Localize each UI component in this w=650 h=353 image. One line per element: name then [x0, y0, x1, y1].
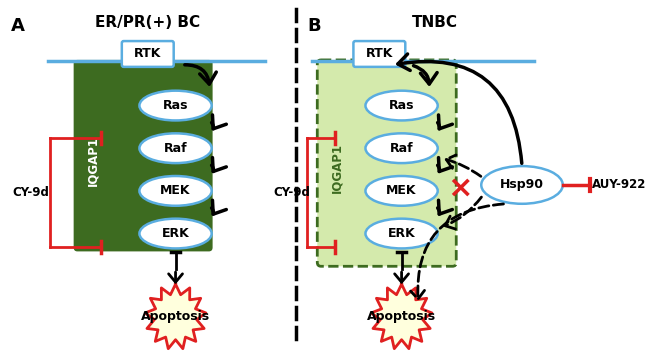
Ellipse shape: [139, 133, 212, 163]
Text: Raf: Raf: [164, 142, 187, 155]
Text: ×: ×: [447, 173, 473, 202]
Text: B: B: [307, 17, 320, 35]
FancyBboxPatch shape: [354, 41, 406, 67]
Ellipse shape: [365, 219, 437, 249]
Text: MEK: MEK: [386, 184, 417, 197]
Text: Apoptosis: Apoptosis: [141, 310, 210, 323]
Text: MEK: MEK: [161, 184, 191, 197]
Text: A: A: [10, 17, 25, 35]
FancyBboxPatch shape: [122, 41, 174, 67]
Text: IQGAP1: IQGAP1: [330, 143, 343, 193]
Text: TNBC: TNBC: [412, 15, 458, 30]
Text: ERK: ERK: [162, 227, 189, 240]
Text: CY-9d: CY-9d: [274, 186, 311, 199]
Polygon shape: [371, 284, 432, 349]
Ellipse shape: [139, 91, 212, 120]
FancyBboxPatch shape: [73, 60, 213, 251]
Text: Raf: Raf: [390, 142, 413, 155]
Ellipse shape: [365, 91, 437, 120]
FancyBboxPatch shape: [317, 60, 456, 266]
Text: IQGAP1: IQGAP1: [86, 136, 99, 186]
Text: ERK: ERK: [387, 227, 415, 240]
Ellipse shape: [139, 176, 212, 206]
Ellipse shape: [139, 219, 212, 249]
Text: Apoptosis: Apoptosis: [367, 310, 436, 323]
Ellipse shape: [365, 176, 437, 206]
Text: CY-9d: CY-9d: [12, 186, 49, 199]
Text: Ras: Ras: [162, 99, 188, 112]
Text: Ras: Ras: [389, 99, 414, 112]
Ellipse shape: [365, 133, 437, 163]
Text: RTK: RTK: [134, 47, 161, 60]
Polygon shape: [145, 284, 206, 349]
Ellipse shape: [481, 166, 563, 204]
Text: ER/PR(+) BC: ER/PR(+) BC: [95, 15, 200, 30]
Text: Hsp90: Hsp90: [500, 178, 544, 191]
Text: AUY-922: AUY-922: [592, 178, 647, 191]
Text: RTK: RTK: [366, 47, 393, 60]
